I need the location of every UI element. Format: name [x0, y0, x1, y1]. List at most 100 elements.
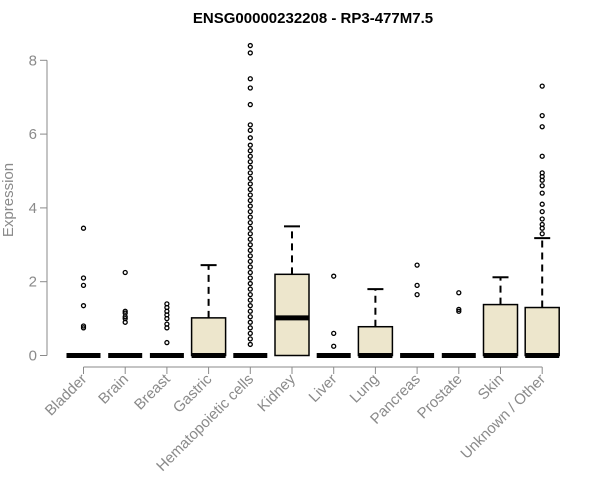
outlier-point [247, 50, 253, 56]
box-pancreas [400, 262, 435, 358]
outlier-point [247, 231, 253, 237]
outlier-point [247, 197, 253, 204]
box-brain [108, 269, 143, 358]
box-rect [190, 317, 227, 357]
outlier-point [247, 186, 253, 193]
box-rect [524, 306, 560, 357]
x-tick-label: Kidney [254, 370, 299, 415]
box-hematopoietic-cells [233, 42, 268, 358]
y-tick-label: 4 [29, 200, 37, 217]
outlier-point [539, 124, 545, 130]
outlier-point [122, 269, 128, 276]
box-gastric [190, 264, 227, 358]
outlier-point [247, 220, 253, 226]
outlier-point [331, 273, 337, 279]
x-tick-label: Bladder [42, 371, 91, 420]
outlier-point [539, 83, 545, 89]
outlier-point [247, 291, 253, 298]
box-liver [316, 273, 351, 358]
outlier-point [414, 291, 420, 298]
outlier-point [247, 341, 253, 348]
box-rect [482, 303, 519, 357]
outlier-point [80, 282, 87, 289]
outlier-point [247, 314, 253, 320]
outlier-point [247, 76, 253, 82]
box-skin [482, 276, 519, 358]
outlier-point [456, 290, 462, 296]
outlier-point [247, 247, 253, 253]
outlier-point [247, 101, 253, 108]
outlier-point [247, 236, 253, 242]
outlier-point [247, 280, 253, 287]
outlier-point [539, 190, 545, 196]
outlier-point [247, 175, 253, 182]
outlier-point [247, 264, 253, 270]
boxes-layer [66, 42, 560, 358]
outlier-point [247, 269, 253, 276]
outlier-point [247, 148, 253, 154]
outlier-point [80, 225, 87, 231]
outlier-point [247, 164, 253, 170]
outlier-point [247, 330, 253, 337]
outlier-point [456, 306, 462, 313]
y-tick-label: 0 [29, 348, 37, 365]
x-tick-label: Breast [131, 370, 174, 413]
outlier-point [539, 113, 545, 119]
outlier-point [247, 319, 253, 325]
x-tick-label: Lung [347, 371, 383, 407]
box-kidney [274, 225, 310, 357]
outlier-point [539, 201, 545, 207]
y-tick-label: 6 [29, 126, 37, 143]
outlier-point [247, 297, 253, 303]
outlier-point [247, 253, 253, 259]
outlier-point [247, 214, 253, 220]
outlier-point [247, 181, 253, 187]
box-lung [357, 288, 394, 358]
x-tick-label: Prostate [414, 371, 466, 423]
outlier-point [247, 170, 253, 176]
outlier-point [80, 275, 87, 281]
outlier-point [164, 301, 170, 307]
outlier-point [456, 308, 462, 314]
y-axis: 0 2 4 6 8 [29, 52, 48, 365]
outlier-point [539, 208, 545, 215]
box-breast [149, 301, 184, 358]
box-rect [357, 325, 394, 357]
outlier-point [539, 170, 545, 176]
outlier-point [122, 315, 128, 322]
outlier-point [247, 275, 253, 281]
outlier-point [247, 127, 253, 134]
outlier-point [247, 303, 253, 309]
y-tick-label: 2 [29, 274, 37, 291]
outlier-point [80, 325, 87, 331]
outlier-point [331, 330, 337, 337]
outlier-point [247, 258, 253, 265]
outlier-point [122, 310, 128, 316]
y-axis-label: Expression [0, 163, 17, 237]
outlier-point [247, 142, 253, 148]
box-prostate [441, 290, 476, 358]
outlier-point [539, 216, 545, 222]
outlier-point [247, 286, 253, 292]
outlier-point [247, 308, 253, 314]
outlier-point [247, 336, 253, 342]
outlier-point [247, 192, 253, 198]
outlier-point [539, 221, 545, 228]
outlier-point [247, 325, 253, 331]
box-unknown-other [524, 83, 560, 358]
outlier-point [164, 321, 170, 327]
outlier-point [164, 339, 170, 346]
chart-title: ENSG00000232208 - RP3-477M7.5 [193, 10, 433, 27]
x-tick-label: Liver [306, 371, 341, 406]
outlier-point [247, 135, 253, 141]
x-tick-label: Brain [95, 371, 132, 408]
outlier-point [247, 85, 253, 91]
outlier-point [80, 303, 87, 309]
outlier-point [247, 242, 253, 248]
outlier-point [414, 282, 420, 289]
outlier-point [247, 122, 253, 128]
y-tick-label: 8 [29, 52, 37, 69]
box-bladder [66, 225, 101, 358]
